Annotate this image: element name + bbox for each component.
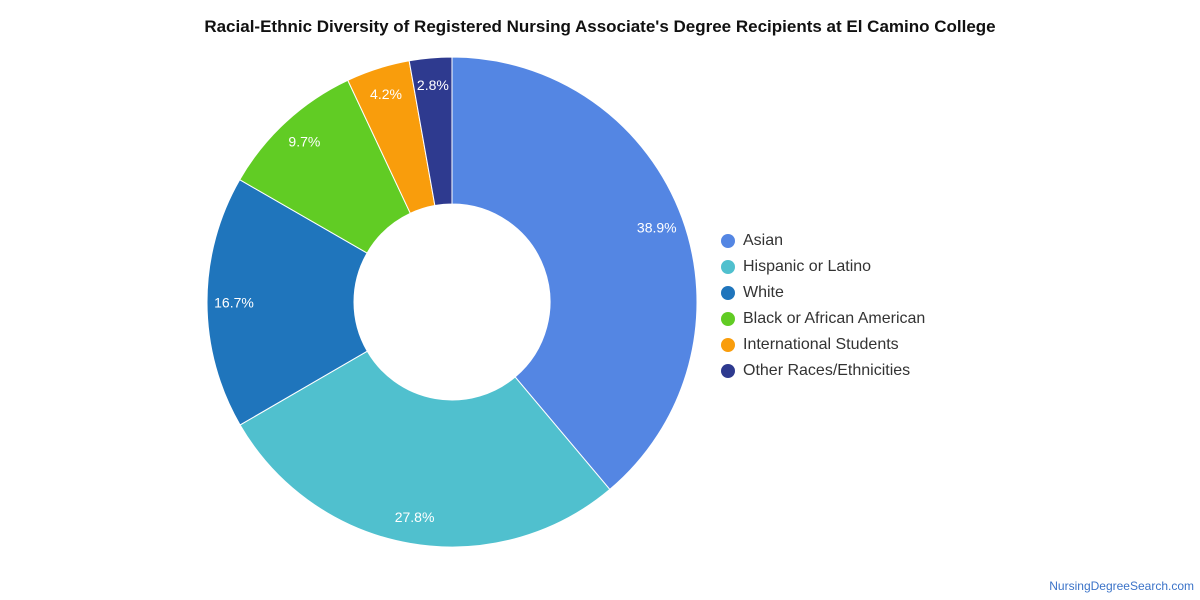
legend-swatch-icon xyxy=(721,364,735,378)
legend-item-hispanic-or-latino[interactable]: Hispanic or Latino xyxy=(721,254,925,280)
legend-item-black-or-african-american[interactable]: Black or African American xyxy=(721,306,925,332)
slice-labels: 38.9% 27.8% 16.7% 9.7% 4.2% 2.8% xyxy=(214,77,676,525)
legend-swatch-icon xyxy=(721,338,735,352)
slice-asian[interactable] xyxy=(451,56,698,491)
legend-label: Hispanic or Latino xyxy=(743,258,872,275)
chart-legend: Asian Hispanic or Latino White Black or Afr… xyxy=(721,228,925,384)
source-link[interactable]: NursingDegreeSearch.com xyxy=(1049,579,1194,593)
legend-item-asian[interactable]: Asian xyxy=(721,228,925,254)
legend-swatch-icon xyxy=(721,312,735,326)
legend-label: Other Races/Ethnicities xyxy=(743,362,911,379)
slice-hispanic-or-latino[interactable] xyxy=(239,350,611,548)
slice-label-asian: 38.9% xyxy=(637,219,677,235)
legend-label: White xyxy=(743,284,784,301)
legend-swatch-icon xyxy=(721,260,735,274)
legend-item-other-races-ethnicities[interactable]: Other Races/Ethnicities xyxy=(721,358,925,384)
slice-white[interactable] xyxy=(206,179,368,426)
slice-label-black-or-african-american: 9.7% xyxy=(288,134,320,150)
legend-label: Black or African American xyxy=(743,310,926,327)
slice-label-hispanic-or-latino: 27.8% xyxy=(395,509,435,525)
slice-label-white: 16.7% xyxy=(214,294,254,310)
slice-label-other-races-ethnicities: 2.8% xyxy=(417,77,449,93)
legend-label: Asian xyxy=(743,232,784,249)
legend-label: International Students xyxy=(743,336,899,353)
legend-swatch-icon xyxy=(721,286,735,300)
legend-item-white[interactable]: White xyxy=(721,280,925,306)
slice-label-international-students: 4.2% xyxy=(370,86,402,102)
chart-title: Racial-Ethnic Diversity of Registered Nu… xyxy=(204,17,996,36)
slice-other-races-ethnicities[interactable] xyxy=(408,56,453,207)
legend-swatch-icon xyxy=(721,234,735,248)
legend-item-international-students[interactable]: International Students xyxy=(721,332,925,358)
slices-group xyxy=(206,56,698,548)
